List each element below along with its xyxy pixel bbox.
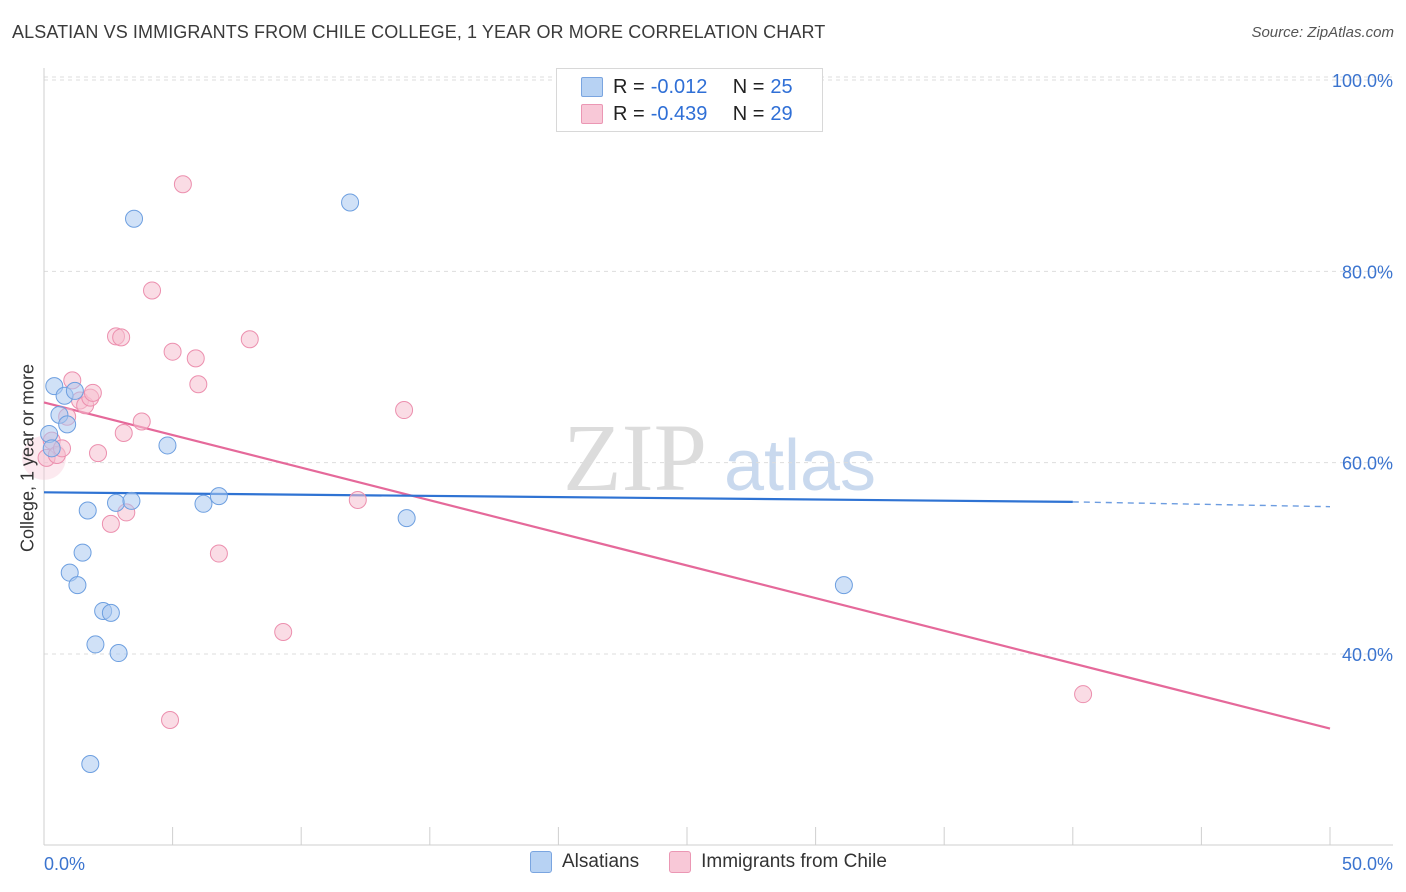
x-tick-label-max: 50.0% (1342, 854, 1393, 874)
data-point-chile (89, 444, 108, 463)
legend-row-alsatians: R = -0.012 N = 25 (581, 74, 793, 100)
legend-n-value: 29 (770, 102, 793, 125)
series-legend: Alsatians Immigrants from Chile (530, 851, 917, 873)
data-point-chile (186, 349, 205, 368)
data-point-alsatians (834, 576, 853, 595)
legend-n-label: N = (732, 75, 765, 98)
stats-legend: R = -0.012 N = 25 R = -0.439 N = 29 (556, 68, 823, 132)
data-point-alsatians (122, 491, 141, 510)
trend-line-alsatians-extension (1072, 501, 1331, 508)
legend-n-value: 25 (770, 75, 793, 98)
data-point-chile (163, 342, 182, 361)
legend-label-alsatians: Alsatians (562, 851, 640, 872)
data-point-chile (161, 711, 180, 730)
data-point-alsatians (42, 439, 61, 458)
data-point-alsatians (58, 415, 77, 434)
data-point-chile (209, 544, 228, 563)
legend-r-value: -0.439 (650, 102, 708, 125)
data-point-alsatians (125, 209, 144, 228)
legend-r-label: R = (613, 102, 645, 125)
data-points (22, 175, 1093, 774)
data-point-chile (348, 490, 367, 509)
data-point-alsatians (397, 509, 416, 528)
data-point-chile (395, 401, 414, 420)
data-point-chile (132, 412, 151, 431)
legend-r-value: -0.012 (650, 75, 708, 98)
legend-swatch-blue (581, 77, 603, 97)
legend-r-label: R = (613, 75, 645, 98)
data-point-alsatians (194, 494, 213, 513)
x-tick-label-min: 0.0% (44, 854, 85, 874)
legend-item-chile: Immigrants from Chile (669, 851, 887, 873)
data-point-alsatians (109, 644, 128, 663)
y-tick-label: 80.0% (1342, 262, 1393, 282)
watermark-zip: ZIP (563, 404, 707, 511)
data-point-alsatians (101, 603, 120, 622)
legend-swatch-pink (581, 104, 603, 124)
y-tick-label: 40.0% (1342, 645, 1393, 665)
legend-swatch-blue (530, 851, 552, 873)
data-point-chile (173, 175, 192, 194)
y-axis-label: College, 1 year or more (17, 363, 38, 553)
legend-row-chile: R = -0.439 N = 29 (581, 101, 793, 127)
data-point-alsatians (73, 543, 92, 562)
chart-title: ALSATIAN VS IMMIGRANTS FROM CHILE COLLEG… (12, 22, 826, 42)
gridlines (44, 76, 1393, 655)
data-point-chile (1074, 685, 1093, 704)
y-tick-label: 100.0% (1332, 71, 1393, 91)
data-point-chile (274, 622, 293, 641)
legend-n-label: N = (732, 102, 765, 125)
data-point-alsatians (341, 193, 360, 212)
trend-line-chile (43, 401, 1331, 730)
data-point-chile (101, 514, 120, 533)
legend-swatch-pink (669, 851, 692, 873)
data-point-alsatians (78, 501, 97, 520)
data-point-alsatians (86, 635, 105, 654)
data-point-alsatians (65, 381, 84, 400)
data-point-chile (189, 375, 208, 394)
watermark-atlas: atlas (724, 426, 876, 506)
data-point-alsatians (158, 436, 177, 455)
data-point-chile (143, 281, 162, 300)
source-label: Source: ZipAtlas.com (1251, 24, 1394, 41)
data-point-alsatians (209, 487, 228, 506)
y-tick-label: 60.0% (1342, 454, 1393, 474)
data-point-alsatians (68, 576, 87, 595)
legend-item-alsatians: Alsatians (530, 851, 639, 873)
data-point-chile (83, 383, 102, 402)
data-point-chile (112, 328, 131, 347)
data-point-chile (114, 424, 133, 443)
data-point-alsatians (81, 755, 100, 774)
watermark: ZIP atlas (563, 404, 876, 511)
y-tick-labels: 40.0% 60.0% 80.0% 100.0% (1332, 71, 1393, 665)
axes (43, 68, 1393, 846)
data-point-alsatians (107, 493, 126, 512)
legend-label-chile: Immigrants from Chile (701, 851, 887, 872)
data-point-chile (240, 330, 259, 349)
